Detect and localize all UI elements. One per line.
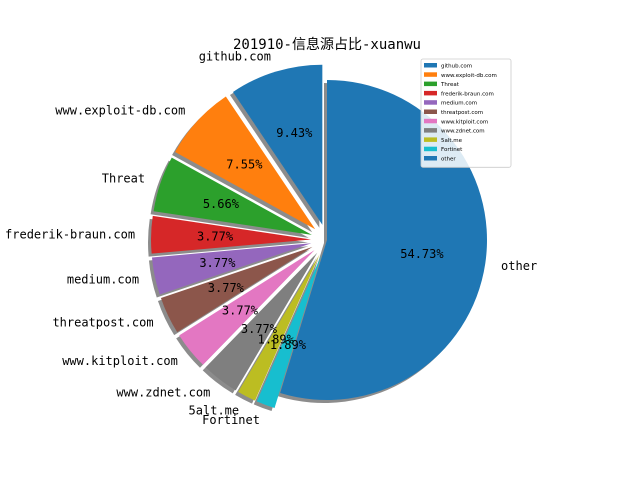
slice-label: medium.com [67,272,139,286]
pie-slice-threat [153,157,312,235]
legend-entry: Fortinet [441,147,463,153]
legend-entry: www.zdnet.com [441,129,485,135]
slice-label: github.com [199,49,271,63]
slice-label: www.exploit-db.com [55,103,185,117]
slice-percent-label: 3.77% [197,230,234,244]
slice-percent-label: 54.73% [400,247,444,261]
pie-slice-www-kitploit-com [179,250,315,365]
legend-swatch [424,100,437,105]
slice-percent-label: 3.77% [199,256,236,270]
slice-percent-label: 9.43% [276,126,313,140]
legend-entry: www.kitploit.com [441,119,488,125]
slice-labels: 9.43% github.com 7.55% www.exploit-db.com 5.… [5,49,537,427]
slice-label: www.zdnet.com [116,385,210,399]
chart-title: 201910-信息源占比-xuanwu [233,36,421,53]
slice-label: frederik-braun.com [5,227,135,241]
legend-entry: other [441,157,456,163]
slice-percent-label: 1.89% [270,338,307,352]
slice-percent-label: 3.77% [222,303,259,317]
legend-swatch [424,137,437,142]
pie-slice-www-exploit-db-com [175,96,316,230]
slice-percent-label: 3.77% [241,322,278,336]
pie-slice-github-com [232,64,323,225]
legend-swatch [424,128,437,133]
legend-entry: github.com [441,64,472,70]
pie-slice-frederik-braun-com [151,215,312,254]
legend-swatch [424,156,437,161]
slice-label: other [501,259,537,273]
legend-entry: threatpost.com [441,110,483,116]
pie-slice-www-zdnet-com [205,252,318,391]
slice-label: threatpost.com [52,315,153,329]
legend-entry: www.exploit-db.com [441,73,497,79]
slice-label: www.kitploit.com [62,354,178,368]
legend-swatch [424,81,437,87]
pie-slice-medium-com [151,243,312,295]
slice-label: Threat [102,171,145,185]
legend-entry: medium.com [441,101,477,107]
slice-percent-label: 7.55% [226,157,263,171]
legend-swatch [424,118,437,124]
slice-percent-label: 5.66% [203,197,240,211]
legend-box [420,58,512,168]
legend-swatch [424,63,437,68]
slice-label: Fortinet [202,413,260,427]
legend-swatch [424,146,437,152]
pie-slice-5alt-me [238,254,320,401]
legend-entry: 5alt.me [441,138,463,144]
legend-entry: frederik-braun.com [441,91,494,97]
pie-slice-fortinet [256,254,322,408]
legend-swatch [424,90,437,96]
slice-percent-label: 3.77% [208,281,245,295]
legend-swatch [424,109,437,114]
slice-label: 5alt.me [189,404,240,418]
slice-percent-label: 1.89% [258,333,295,347]
legend-swatch [424,72,437,77]
legend: github.com www.exploit-db.com Threat freder… [420,58,512,168]
legend-entry: Threat [440,82,460,88]
pie-slice-threatpost-com [160,246,313,333]
